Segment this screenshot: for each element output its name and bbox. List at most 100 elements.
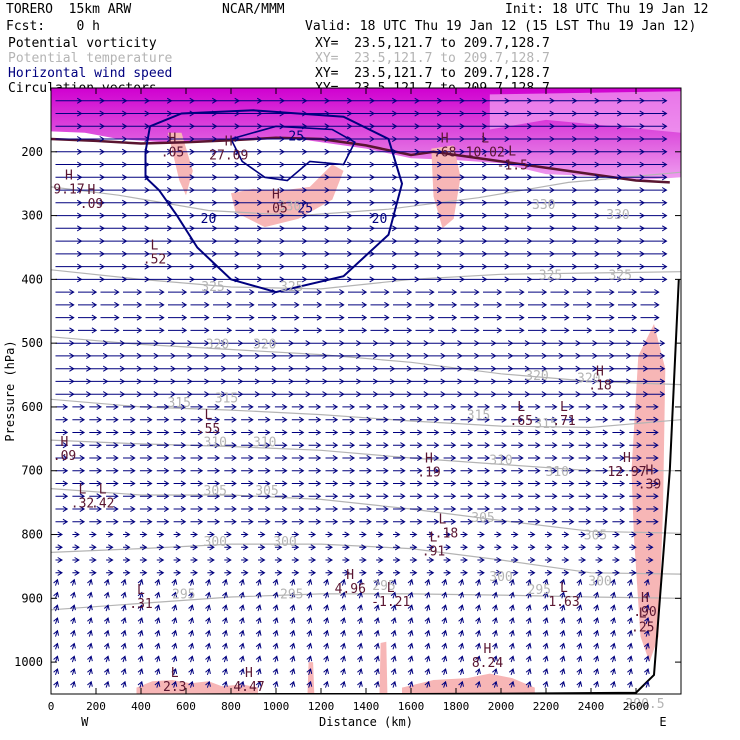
circulation-vector bbox=[235, 263, 263, 270]
circulation-vector bbox=[475, 655, 481, 663]
circulation-vector bbox=[525, 642, 532, 650]
circulation-vector bbox=[289, 655, 296, 663]
circulation-vector bbox=[272, 591, 279, 599]
circulation-vector bbox=[123, 544, 131, 551]
circulation-vector bbox=[325, 340, 345, 347]
y-tick-label: 200 bbox=[21, 145, 43, 159]
circulation-vector bbox=[222, 617, 228, 624]
circulation-vector bbox=[550, 314, 570, 321]
circulation-vector bbox=[241, 467, 254, 474]
circulation-vector bbox=[291, 391, 311, 398]
circulation-vector bbox=[544, 403, 558, 410]
circulation-vector bbox=[120, 604, 127, 612]
circulation-vector bbox=[258, 161, 285, 168]
circulation-vector bbox=[274, 531, 283, 538]
circulation-vector bbox=[70, 642, 76, 650]
circulation-vector bbox=[629, 429, 642, 436]
circulation-vector bbox=[477, 493, 491, 500]
circulation-vector bbox=[359, 467, 372, 474]
circulation-vector bbox=[289, 591, 296, 599]
theta-contour-330 bbox=[51, 171, 681, 217]
circulation-vector bbox=[393, 531, 401, 538]
circulation-vector bbox=[359, 378, 379, 385]
circulation-vector bbox=[505, 250, 533, 257]
circulation-vector bbox=[280, 250, 308, 257]
circulation-vector bbox=[424, 642, 431, 650]
circulation-vector bbox=[390, 642, 397, 650]
extremum-mark: L bbox=[560, 581, 568, 596]
circulation-vector bbox=[393, 301, 413, 308]
circulation-vector bbox=[505, 212, 533, 219]
circulation-vector bbox=[460, 340, 480, 347]
theta-label: 295 bbox=[172, 587, 195, 602]
wind-label: 20 bbox=[201, 212, 217, 227]
circulation-vector bbox=[393, 289, 413, 296]
x-tick-label: 2600 bbox=[623, 700, 650, 713]
circulation-vector bbox=[89, 416, 102, 423]
circulation-vector bbox=[323, 668, 329, 676]
circulation-vector bbox=[55, 340, 75, 347]
circulation-vector bbox=[528, 352, 548, 359]
circulation-vector bbox=[291, 442, 305, 449]
circulation-vector bbox=[494, 391, 514, 398]
circulation-vector bbox=[595, 225, 623, 232]
circulation-vector bbox=[629, 454, 642, 462]
circulation-vector bbox=[145, 174, 173, 181]
circulation-vector bbox=[595, 289, 615, 296]
circulation-vector bbox=[78, 327, 98, 334]
circulation-vector bbox=[544, 467, 558, 474]
circulation-vector bbox=[376, 365, 396, 372]
circulation-vector bbox=[441, 668, 448, 676]
circulation-vector bbox=[325, 391, 345, 398]
circulation-vector bbox=[325, 238, 353, 245]
circulation-vector bbox=[325, 493, 339, 500]
extremum-value: .32 bbox=[71, 497, 94, 512]
circulation-vector bbox=[477, 403, 491, 410]
circulation-vector bbox=[646, 557, 654, 564]
circulation-vector bbox=[415, 263, 443, 270]
circulation-vector bbox=[460, 403, 474, 410]
circulation-vector bbox=[340, 617, 346, 624]
circulation-vector bbox=[426, 493, 440, 500]
circulation-vector bbox=[224, 505, 237, 513]
circulation-vector bbox=[610, 642, 616, 650]
circulation-vector bbox=[511, 493, 524, 500]
circulation-vector bbox=[409, 403, 423, 410]
circulation-vector bbox=[483, 250, 510, 257]
circulation-vector bbox=[544, 518, 558, 525]
circulation-vector bbox=[561, 531, 570, 538]
circulation-vector bbox=[643, 578, 650, 586]
circulation-vector bbox=[207, 365, 227, 372]
circulation-vector bbox=[72, 467, 86, 474]
circulation-vector bbox=[483, 174, 510, 181]
circulation-vector bbox=[415, 301, 435, 308]
circulation-vector bbox=[629, 403, 642, 410]
circulation-vector bbox=[390, 617, 397, 624]
circulation-vector bbox=[483, 212, 510, 219]
circulation-vector bbox=[460, 276, 488, 283]
circulation-vector bbox=[235, 174, 263, 181]
circulation-vector bbox=[612, 365, 632, 372]
circulation-vector bbox=[618, 225, 645, 232]
circulation-vector bbox=[359, 454, 372, 462]
circulation-vector bbox=[511, 352, 531, 359]
circulation-vector bbox=[593, 642, 599, 650]
circulation-vector bbox=[576, 668, 583, 676]
circulation-vector bbox=[376, 557, 384, 564]
extremum-mark: L bbox=[79, 483, 87, 498]
circulation-vector bbox=[188, 655, 194, 663]
circulation-vector bbox=[89, 531, 97, 538]
circulation-vector bbox=[643, 617, 650, 624]
circulation-vector bbox=[426, 403, 440, 410]
circulation-vector bbox=[357, 578, 363, 586]
circulation-vector bbox=[258, 148, 285, 155]
circulation-vector bbox=[578, 467, 592, 474]
circulation-vector bbox=[308, 391, 328, 398]
circulation-vector bbox=[255, 617, 262, 624]
circulation-vector bbox=[376, 340, 396, 347]
extremum-value: .05 bbox=[264, 201, 287, 216]
theta-label: 305 bbox=[255, 484, 278, 499]
circulation-vector bbox=[78, 314, 98, 321]
circulation-vector bbox=[55, 505, 69, 513]
circulation-vector bbox=[291, 416, 305, 423]
